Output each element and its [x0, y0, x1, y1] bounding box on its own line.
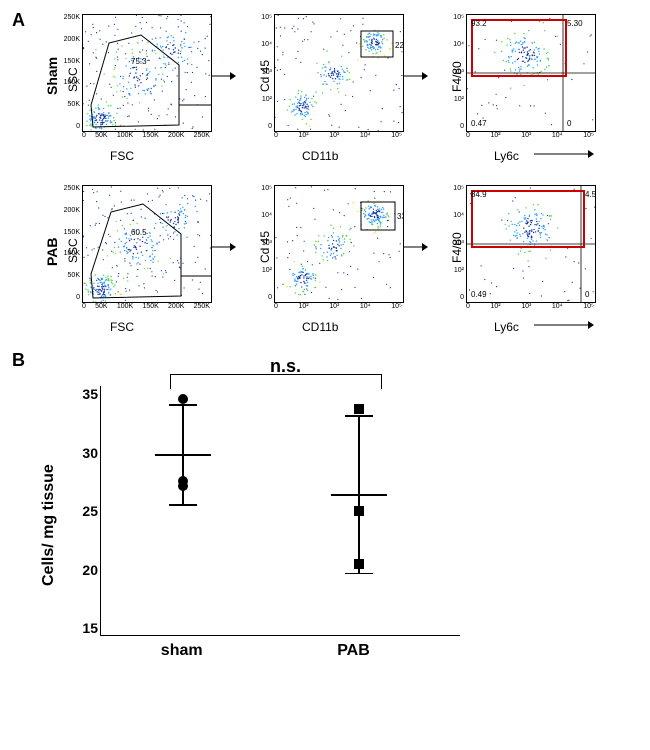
panel-a: A ShamSSC050K100K150K200K250K75.3050K100…: [10, 10, 650, 336]
x-tick-label: PAB: [337, 642, 370, 660]
error-bar: [331, 494, 387, 496]
error-bar: [345, 573, 373, 575]
gate-label: 75.3: [131, 57, 147, 66]
flow-plot: Cd 45010²10³10⁴10⁵22.7010²10³10⁴10⁵CD11b: [242, 10, 412, 165]
panel-a-label: A: [12, 10, 25, 31]
panel-b: B n.s. Cells/ mg tissue 1520253035 shamP…: [50, 356, 650, 676]
gate-label: 60.5: [131, 228, 147, 237]
y-ticks: 010²10³10⁴10⁵: [440, 14, 464, 130]
x-axis-label: CD11b: [302, 320, 338, 334]
error-bar: [345, 415, 373, 417]
data-point: [354, 559, 364, 569]
flow-plot: F4/80010²10³10⁴10⁵84.94.590.490010²10³10…: [434, 181, 604, 336]
quad-label: 0: [567, 119, 571, 128]
plot-box: 84.9 4.59 0.49 0: [466, 185, 596, 303]
data-point: [354, 404, 364, 414]
flow-plot: SSC050K100K150K200K250K75.3050K100K150K2…: [50, 10, 220, 165]
dot-plot-axes: [100, 386, 460, 636]
error-bar: [155, 454, 211, 456]
gate-arrow: [212, 68, 236, 86]
y-ticks: 050K100K150K200K250K: [56, 14, 80, 130]
x-ticks: 050K100K150K200K250K: [82, 303, 210, 310]
plot-box: 93.2 5.30 0.47 0: [466, 14, 596, 132]
gate-label: 33.8: [397, 212, 404, 221]
axis-arrow: [534, 149, 594, 159]
dot-plot-yticks: 1520253035: [72, 386, 98, 636]
x-axis-label: Ly6c: [494, 320, 519, 334]
flow-plot: F4/80010²10³10⁴10⁵93.25.300.470010²10³10…: [434, 10, 604, 165]
quad-label: 5.30: [567, 19, 583, 28]
gate-arrow: [212, 239, 236, 257]
data-point: [178, 394, 188, 404]
flow-plot: Cd 45010²10³10⁴10⁵33.8010²10³10⁴10⁵CD11b: [242, 181, 412, 336]
quad-label: 84.9: [471, 190, 487, 199]
y-ticks: 050K100K150K200K250K: [56, 185, 80, 301]
x-axis-label: FSC: [110, 149, 134, 163]
x-ticks: 010²10³10⁴10⁵: [466, 132, 594, 139]
error-bar: [169, 404, 197, 406]
quad-label: 0: [585, 290, 589, 299]
quad-label: 0.47: [471, 119, 487, 128]
data-point: [178, 476, 188, 486]
x-axis-label: FSC: [110, 320, 134, 334]
x-axis-label: Ly6c: [494, 149, 519, 163]
gate-red: [471, 190, 585, 248]
x-ticks: 010²10³10⁴10⁵: [274, 132, 402, 139]
error-bar: [169, 504, 197, 506]
flow-plot: SSC050K100K150K200K250K60.5050K100K150K2…: [50, 181, 220, 336]
x-ticks: 010²10³10⁴10⁵: [274, 303, 402, 310]
x-axis-label: CD11b: [302, 149, 338, 163]
x-ticks: 050K100K150K200K250K: [82, 132, 210, 139]
x-tick-label: sham: [161, 642, 203, 660]
y-ticks: 010²10³10⁴10⁵: [440, 185, 464, 301]
y-ticks: 010²10³10⁴10⁵: [248, 185, 272, 301]
gate-arrow: [404, 239, 428, 257]
gate-arrow: [404, 68, 428, 86]
plot-box: 75.3: [82, 14, 212, 132]
y-ticks: 010²10³10⁴10⁵: [248, 14, 272, 130]
quad-label: 0.49: [471, 290, 487, 299]
x-ticks: 010²10³10⁴10⁵: [466, 303, 594, 310]
quad-label: 4.59: [585, 190, 596, 199]
dot-plot: Cells/ mg tissue 1520253035 shamPAB: [50, 356, 490, 676]
plot-box: 22.7: [274, 14, 404, 132]
quad-label: 93.2: [471, 19, 487, 28]
gate-label: 22.7: [395, 41, 404, 50]
plot-box: 33.8: [274, 185, 404, 303]
dot-plot-ylabel: Cells/ mg tissue: [40, 464, 58, 586]
data-point: [354, 506, 364, 516]
plot-box: 60.5: [82, 185, 212, 303]
axis-arrow: [534, 320, 594, 330]
panel-b-label: B: [12, 350, 25, 371]
